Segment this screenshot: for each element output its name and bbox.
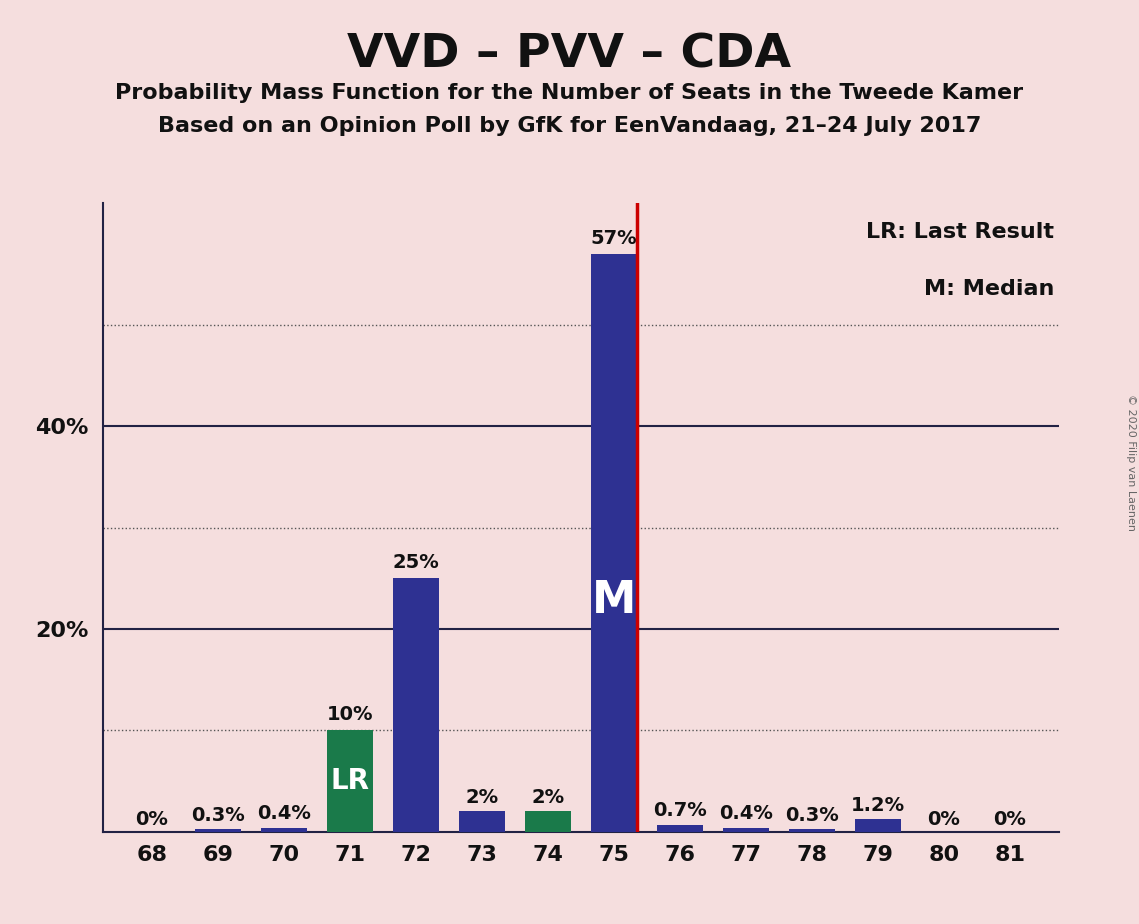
Text: LR: LR [330,767,369,795]
Bar [854,820,901,832]
Bar [393,578,439,832]
Text: 0.4%: 0.4% [257,805,311,823]
Text: Based on an Opinion Poll by GfK for EenVandaag, 21–24 July 2017: Based on an Opinion Poll by GfK for EenV… [158,116,981,136]
Text: 0%: 0% [927,809,960,829]
Text: 25%: 25% [393,553,440,572]
Text: 0%: 0% [993,809,1026,829]
Text: VVD – PVV – CDA: VVD – PVV – CDA [347,32,792,78]
Text: 57%: 57% [590,229,637,248]
Text: © 2020 Filip van Laenen: © 2020 Filip van Laenen [1126,394,1136,530]
Bar [327,730,374,832]
Text: 2%: 2% [466,788,499,808]
Bar [591,254,637,832]
Text: 2%: 2% [531,788,565,808]
Bar [459,811,505,832]
Bar [723,828,769,832]
Bar [657,824,703,832]
Text: M: M [591,579,636,622]
Text: M: Median: M: Median [924,279,1055,298]
Text: 0.4%: 0.4% [719,805,772,823]
Text: Probability Mass Function for the Number of Seats in the Tweede Kamer: Probability Mass Function for the Number… [115,83,1024,103]
Bar [195,829,241,832]
Text: 0%: 0% [136,809,169,829]
Text: 0.3%: 0.3% [191,806,245,824]
Text: 0.3%: 0.3% [785,806,838,824]
Text: 10%: 10% [327,705,374,724]
Bar [788,829,835,832]
Text: LR: Last Result: LR: Last Result [867,222,1055,242]
Text: 0.7%: 0.7% [653,801,706,821]
Text: 1.2%: 1.2% [851,796,904,815]
Bar [525,811,571,832]
Bar [261,828,308,832]
